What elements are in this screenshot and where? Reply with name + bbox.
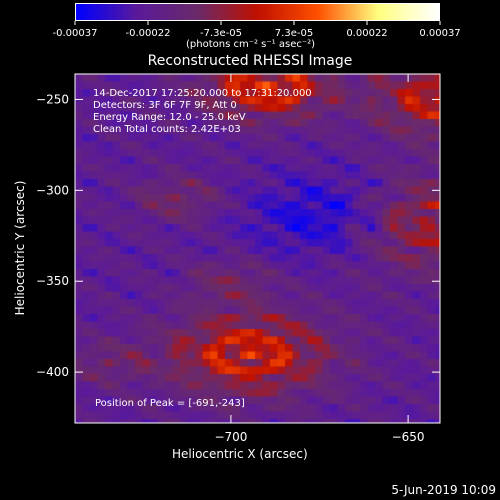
colorbar-tick-label: -7.3e-05 (200, 28, 242, 39)
colorbar-tick-label: 0.00037 (419, 28, 460, 39)
annotation-time: 14-Dec-2017 17:25:20.000 to 17:31:20.000 (93, 88, 312, 99)
chart-title: Reconstructed RHESSI Image (147, 53, 353, 69)
colorbar-tick-label: 0.00022 (346, 28, 387, 39)
colorbar-ticks: -0.00037 -0.00022 -7.3e-05 7.3e-05 0.00022 0.… (53, 21, 461, 39)
annotation-detectors: Detectors: 3F 6F 7F 9F, Att 0 (93, 100, 237, 111)
colorbar-units-label: (photons cm⁻² s⁻¹ asec⁻²) (186, 39, 316, 50)
y-tick-label: −400 (36, 365, 69, 379)
y-tick-label: −350 (36, 274, 69, 288)
footer-date: 5-Jun-2019 10:09 (391, 483, 496, 497)
plot-frame (74, 73, 441, 424)
colorbar-tick-label: -0.00037 (53, 28, 98, 39)
heatmap-image (75, 74, 440, 423)
annotation-clean: Clean Total counts: 2.42E+03 (93, 124, 241, 135)
y-axis-label: Heliocentric Y (arcsec) (13, 180, 27, 316)
colorbar-tick-label: 7.3e-05 (275, 28, 313, 39)
annotation-peak-position: Position of Peak = [-691,-243] (95, 398, 245, 409)
annotation-energy: Energy Range: 12.0 - 25.0 keV (93, 112, 246, 123)
y-tick-label: −250 (36, 92, 69, 106)
colorbar (75, 3, 440, 21)
colorbar-tick-label: -0.00022 (126, 28, 171, 39)
x-tick-label: −700 (214, 430, 247, 444)
y-tick-label: −300 (36, 183, 69, 197)
x-tick-label: −650 (392, 430, 425, 444)
x-axis-label: Heliocentric X (arcsec) (172, 447, 308, 461)
